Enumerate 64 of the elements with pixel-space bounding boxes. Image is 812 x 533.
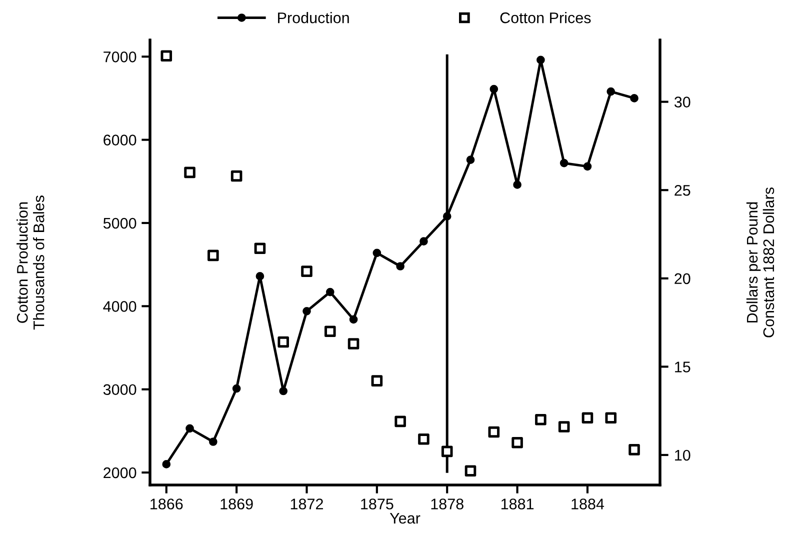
y2-tick-label: 25 <box>674 184 690 196</box>
point <box>490 84 498 94</box>
point <box>396 262 404 270</box>
point <box>466 156 475 164</box>
point <box>420 237 428 246</box>
y-tick-label: 5000 <box>103 218 136 229</box>
x-tick-label: 1878 <box>431 498 464 510</box>
x-axis-title: Year <box>390 512 420 524</box>
legend-label: Cotton Prices <box>500 12 591 24</box>
y2-axis-title: Dollars per Pound Constant 1882 Dollars <box>746 187 774 338</box>
point <box>256 272 264 280</box>
point <box>418 433 430 445</box>
point <box>162 460 171 468</box>
point <box>371 375 383 386</box>
point <box>324 326 336 338</box>
y-tick-label: 2000 <box>104 467 136 478</box>
y-tick-label: 4000 <box>103 301 136 312</box>
x-tick-label: 1884 <box>572 498 604 510</box>
point <box>278 336 289 348</box>
x-tick-label: 1872 <box>290 498 323 510</box>
point <box>536 56 545 64</box>
y2-tick-label: 15 <box>675 362 690 372</box>
y-tick-label: 3000 <box>103 384 136 396</box>
point <box>558 421 570 432</box>
y2-tick-label: 10 <box>675 450 690 461</box>
y2-tick-label: 30 <box>674 96 690 108</box>
x-tick-label: 1881 <box>501 498 534 510</box>
point <box>372 248 382 258</box>
point <box>302 306 311 316</box>
point <box>209 438 218 446</box>
point <box>441 446 453 458</box>
point <box>560 158 568 168</box>
point <box>606 87 616 96</box>
point <box>582 412 594 424</box>
point <box>394 416 406 428</box>
point <box>513 180 522 189</box>
point <box>230 170 242 182</box>
point <box>628 444 640 456</box>
point <box>535 414 546 426</box>
y-axis-title: Cotton Production Thousands of Bales <box>16 196 44 330</box>
point <box>232 384 241 393</box>
point <box>184 166 196 178</box>
point <box>488 426 500 438</box>
point <box>186 424 194 433</box>
point <box>254 242 266 254</box>
point <box>349 315 358 324</box>
point <box>512 436 523 448</box>
y2-tick-label: 20 <box>674 273 690 284</box>
x-tick-label: 1866 <box>150 498 183 510</box>
point <box>348 338 360 350</box>
point <box>630 94 638 102</box>
legend-label: Production <box>278 12 349 24</box>
y-tick-label: 6000 <box>104 134 136 146</box>
point <box>605 412 617 424</box>
point <box>464 465 476 477</box>
point <box>208 250 219 262</box>
point <box>583 162 592 171</box>
point <box>160 50 172 62</box>
point <box>279 386 288 396</box>
y-tick-label: 7000 <box>104 52 136 62</box>
point <box>301 266 312 277</box>
x-tick-label: 1875 <box>361 498 394 510</box>
point <box>326 288 334 296</box>
x-tick-label: 1869 <box>220 498 253 510</box>
